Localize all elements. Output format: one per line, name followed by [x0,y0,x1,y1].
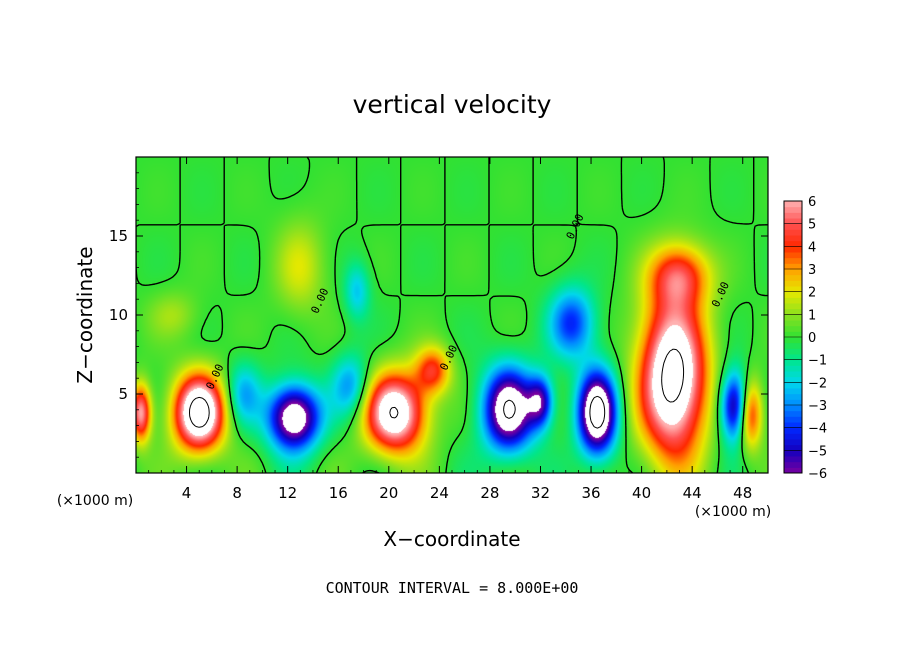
colorbar-segment [784,456,802,463]
colorbar-segment [784,252,802,259]
colorbar-segment [784,274,802,281]
colorbar-segment [784,325,802,332]
x-tick-label: 28 [480,484,499,502]
colorbar: 6 5 4 3 2 1 0 −1 −2 −3 −4 −5 −6 [783,195,827,482]
colorbar-segment [784,263,802,270]
contour-positive [189,348,685,428]
colorbar-segment [784,235,802,242]
x-tick-label: 12 [278,484,297,502]
y-axis-label: Z−coordinate [73,246,97,383]
colorbar-segment [784,422,802,429]
x-tick-label: 8 [232,484,242,502]
y-unit-label: (×1000 m) [57,493,133,509]
colorbar-segment [784,314,802,321]
y-tick-label: 5 [118,385,128,403]
colorbar-tick-label: 1 [808,308,816,323]
colorbar-segment [784,342,802,349]
colorbar-tick-label: −3 [808,399,827,414]
colorbar-tick-label: 4 [808,240,816,255]
colorbar-segment [784,269,802,276]
colorbar-segment [784,371,802,378]
colorbar-segment [784,291,802,298]
colorbar-segment [784,206,802,213]
colorbar-tick-label: 0 [808,331,816,346]
colorbar-segment [784,388,802,395]
contour-interval-note: CONTOUR INTERVAL = 8.000E+00 [326,579,579,597]
x-tick-label: 44 [683,484,702,502]
colorbar-segment [784,393,802,400]
y-tick-label: 10 [109,306,128,324]
contour-lines [136,157,768,473]
colorbar-segment [784,229,802,236]
x-tick-label: 20 [379,484,398,502]
colorbar-tick-label: −4 [808,422,827,437]
colorbar-segment [784,303,802,310]
colorbar-segment [784,246,802,253]
x-tick-label: 40 [632,484,651,502]
x-tick-label: 36 [581,484,600,502]
colorbar-segment [784,450,802,457]
colorbar-segment [784,257,802,264]
colorbar-segment [784,444,802,451]
colorbar-segment [784,240,802,247]
colorbar-segment [784,223,802,230]
x-tick-label: 24 [430,484,449,502]
colorbar-segment [784,376,802,383]
colorbar-segment [784,331,802,338]
colorbar-tick-label: −6 [808,467,827,482]
colorbar-segment [784,348,802,355]
colorbar-segment [784,280,802,287]
colorbar-tick-label: 5 [808,218,816,233]
colorbar-segment [784,382,802,389]
colorbar-tick-label: 6 [808,195,816,210]
colorbar-segment [784,337,802,344]
colorbar-segment [784,467,802,474]
heatmap-image [136,157,768,473]
x-tick-label: 16 [329,484,348,502]
chart-title: vertical velocity [353,90,552,119]
colorbar-segment [784,297,802,304]
colorbar-segment [784,433,802,440]
colorbar-segment [784,359,802,366]
colorbar-tick-label: 2 [808,286,816,301]
colorbar-segment [784,320,802,327]
colorbar-segment [784,212,802,219]
x-tick-label: 4 [182,484,192,502]
colorbar-segment [784,365,802,372]
colorbar-segment [784,461,802,468]
colorbar-segment [784,427,802,434]
x-axis: 4 8 12 16 20 24 28 32 36 40 44 48 [148,157,756,502]
x-tick-label: 32 [531,484,550,502]
x-tick-label: 48 [733,484,752,502]
colorbar-segment [784,218,802,225]
colorbar-segment [784,286,802,293]
colorbar-segment [784,439,802,446]
colorbar-segment [784,410,802,417]
y-tick-label: 15 [109,227,128,245]
colorbar-tick-label: −2 [808,376,827,391]
colorbar-tick-label: −5 [808,444,827,459]
colorbar-segment [784,308,802,315]
contour-zero [136,157,768,473]
x-unit-label: (×1000 m) [695,504,771,520]
colorbar-segment [784,416,802,423]
colorbar-segment [784,354,802,361]
x-axis-label: X−coordinate [383,527,520,551]
heatmap-field [136,157,768,473]
y-axis: 5 10 15 [109,172,768,458]
colorbar-segment [784,399,802,406]
colorbar-tick-label: 3 [808,263,816,278]
colorbar-segment [784,405,802,412]
colorbar-segment [784,201,802,208]
colorbar-tick-label: −1 [808,354,827,369]
contour-negative [503,395,606,429]
